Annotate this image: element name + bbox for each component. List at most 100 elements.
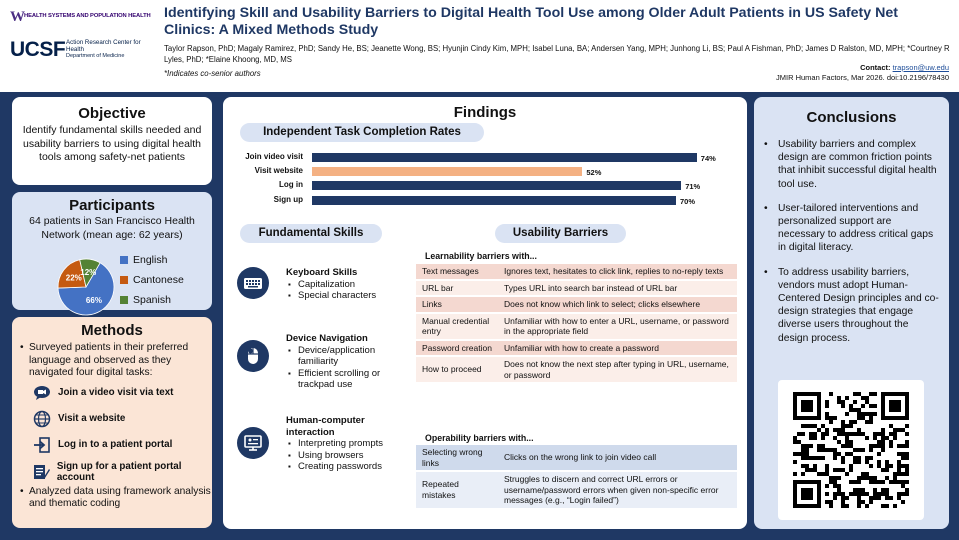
learnability-title: Learnability barriers with... [425, 251, 537, 261]
author-list: Taylor Rapson, PhD; Magaly Ramirez, PhD;… [164, 44, 950, 64]
legend-swatch [120, 276, 128, 284]
uw-department-name: HEALTH SYSTEMS AND POPULATION HEALTH [24, 13, 151, 19]
skill-keyboard: Keyboard Skills Capitalization Special c… [286, 267, 376, 302]
legend-item: Cantonese [120, 270, 184, 290]
barrier-row: Password creation Unfamiliar with how to … [416, 340, 737, 355]
fundamental-skills-header: Fundamental Skills [240, 224, 382, 243]
skill-title: Device Navigation [286, 333, 368, 344]
legend-item: Spanish [120, 290, 184, 310]
methods-title: Methods [81, 322, 143, 339]
skill-item: Using browsers [287, 450, 383, 462]
barrier-row: Text messages Ignores text, hesitates to … [416, 264, 737, 279]
conclusions-title: Conclusions [806, 109, 897, 126]
findings-title: Findings [453, 104, 517, 121]
skill-title: Keyboard Skills [286, 267, 358, 278]
conclusions-panel: Conclusions Usability barriers and compl… [754, 97, 949, 529]
skill-title: Human-computer interaction [286, 415, 365, 438]
objective-title: Objective [78, 105, 146, 122]
barrier-row: Links Does not know which link to select;… [416, 297, 737, 312]
bar-sign-up [312, 195, 676, 205]
login-icon [32, 436, 52, 454]
poster-title: Identifying Skill and Usability Barriers… [164, 5, 898, 38]
barrier-row: How to proceed Does not know the next ste… [416, 357, 737, 382]
bar-category-label: Join video visit [245, 152, 303, 161]
findings-panel: Findings Independent Task Completion Rat… [223, 97, 747, 529]
participants-title: Participants [69, 197, 155, 214]
bar-visit-website [312, 167, 583, 177]
skill-device-navigation: Device Navigation Device/application fam… [286, 333, 397, 391]
skill-item: Creating passwords [287, 461, 383, 473]
skill-human-computer: Human-computer interaction Interpreting … [286, 415, 383, 473]
skill-item: Efficient scrolling or trackpad use [287, 368, 397, 391]
pie-slice-spanish [79, 258, 101, 289]
barrier-label: Manual credential entry [416, 313, 498, 339]
conclusion-item: User-tailored interventions and personal… [762, 202, 939, 255]
qr-code[interactable] [778, 380, 924, 520]
computer-interaction-icon [237, 427, 269, 459]
uw-logo: W HEALTH SYSTEMS AND POPULATION HEALTH [10, 9, 160, 25]
mouse-icon [237, 340, 269, 372]
contact-info: Contact: trapson@uw.edu JMIR Human Facto… [776, 63, 949, 83]
language-pie-chart: 66% 22%12% [57, 258, 115, 316]
ucsf-logo: UCSF [10, 38, 66, 61]
barrier-description: Struggles to discern and correct URL err… [498, 472, 737, 508]
barrier-label: Links [416, 297, 498, 312]
ucsf-center: Action Research Center for Health [66, 39, 141, 53]
barrier-label: URL bar [416, 280, 498, 295]
barrier-description: Clicks on the wrong link to join video c… [498, 445, 737, 470]
ucsf-center-name: Action Research Center for Health Depart… [66, 39, 156, 60]
bar-category-label: Log in [279, 180, 303, 190]
barrier-description: Types URL into search bar instead of URL… [498, 280, 737, 295]
task-label: Log in to a patient portal [58, 439, 173, 450]
objective-panel: Objective Identify fundamental skills ne… [12, 97, 212, 185]
legend-label: English [133, 254, 168, 266]
barrier-row: URL bar Types URL into search bar instead… [416, 280, 737, 295]
cosenior-note: *Indicates co-senior authors [164, 69, 261, 78]
pie-label: 12% [80, 268, 96, 277]
learnability-table: Text messages Ignores text, hesitates to … [416, 262, 737, 384]
legend-label: Cantonese [133, 274, 184, 286]
bar-value-label: 71% [685, 182, 701, 192]
barrier-description: Unfamiliar with how to enter a URL, user… [498, 313, 737, 339]
operability-table: Selecting wrong links Clicks on the wrong… [416, 443, 737, 510]
uw-w-logo-icon: W [10, 9, 25, 25]
task-item: Sign up for a patient portal account [20, 458, 212, 486]
conclusion-item: To address usability barriers, vendors m… [762, 266, 939, 345]
legend-swatch [120, 296, 128, 304]
skill-item: Device/application familiarity [287, 345, 397, 368]
objective-text: Identify fundamental skills needed and u… [22, 124, 202, 163]
header: W HEALTH SYSTEMS AND POPULATION HEALTH U… [0, 0, 959, 92]
contact-label: Contact: [860, 63, 891, 72]
barrier-description: Ignores text, hesitates to click link, r… [498, 264, 737, 279]
keyboard-icon [237, 267, 269, 299]
participants-panel: Participants 64 patients in San Francisc… [12, 192, 212, 316]
bar-value-label: 70% [680, 196, 696, 206]
barrier-label: Repeated mistakes [416, 472, 498, 508]
skill-item: Special characters [287, 290, 376, 302]
task-label: Sign up for a patient portal account [56, 460, 182, 483]
barrier-description: Unfamiliar with how to create a password [498, 340, 737, 355]
task-label: Visit a website [58, 413, 126, 424]
conclusions-list: Usability barriers and complex design ar… [754, 138, 949, 345]
bar-category-label: Sign up [273, 194, 303, 204]
bar-value-label: 74% [700, 154, 716, 163]
contact-email-link[interactable]: trapson@uw.edu [892, 63, 949, 72]
methods-list: Surveyed patients in their preferred lan… [12, 342, 212, 511]
barrier-row: Repeated mistakes Struggles to discern an… [416, 472, 737, 508]
completion-rates-header: Independent Task Completion Rates [240, 123, 484, 142]
legend-label: Spanish [133, 294, 171, 306]
skill-item: Capitalization [287, 279, 376, 291]
methods-outro: Analyzed data using framework analysis a… [20, 486, 212, 511]
methods-panel: Methods Surveyed patients in their prefe… [12, 317, 212, 528]
barrier-label: Selecting wrong links [416, 445, 498, 470]
citation: JMIR Human Factors, Mar 2026. doi:10.219… [775, 73, 949, 82]
task-item: Log in to a patient portal [20, 432, 212, 458]
conclusion-item: Usability barriers and complex design ar… [762, 138, 939, 191]
pie-slice-english [57, 262, 115, 316]
pie-slice-cantonese [57, 259, 87, 289]
legend-item: English [120, 250, 184, 270]
task-item: Visit a website [20, 406, 212, 432]
bar-value-label: 52% [586, 168, 602, 178]
barrier-label: How to proceed [416, 357, 498, 382]
skill-item: Interpreting prompts [287, 438, 383, 450]
